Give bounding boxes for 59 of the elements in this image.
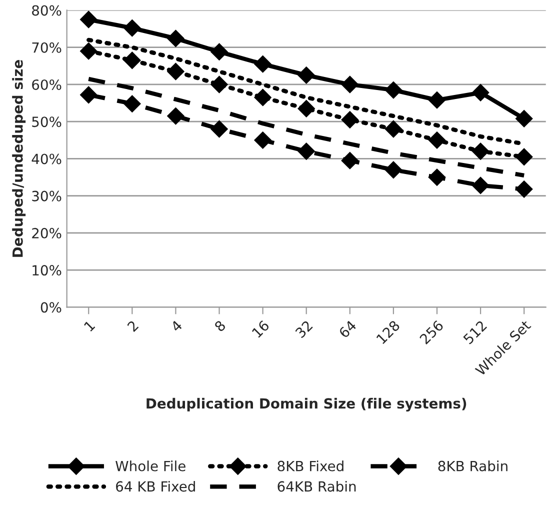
y-tick-label: 50% — [32, 116, 62, 128]
y-axis-title: Deduped/undeduped size — [12, 60, 26, 257]
x-axis-title: Deduplication Domain Size (file systems) — [146, 398, 466, 412]
point — [80, 10, 98, 28]
x-tick-label: 128 — [376, 320, 400, 344]
y-tick-label: 60% — [32, 79, 62, 90]
point — [80, 86, 98, 104]
point — [384, 120, 402, 138]
point — [384, 161, 402, 178]
point — [124, 52, 141, 69]
point — [210, 120, 228, 138]
line-series — [86, 76, 526, 178]
point — [341, 111, 358, 128]
x-tick-label: 1 — [84, 320, 96, 332]
point — [298, 142, 315, 160]
y-tick-label: 40% — [32, 154, 62, 164]
x-tick-label: 64 — [338, 320, 357, 338]
point — [428, 92, 446, 109]
point — [516, 148, 533, 166]
point — [516, 110, 533, 128]
point — [472, 142, 490, 160]
y-tick-label: 80% — [32, 5, 62, 16]
point — [298, 66, 315, 84]
y-tick-label: 70% — [32, 42, 62, 53]
point — [254, 88, 272, 106]
x-tick-label: 16 — [252, 320, 270, 338]
point — [516, 180, 533, 198]
point — [124, 95, 141, 112]
point — [428, 132, 446, 149]
x-tick-label: 512 — [462, 320, 488, 345]
point — [384, 81, 402, 99]
x-tick-label: 2 — [126, 320, 139, 332]
legend-label: 8KB Rabin — [438, 460, 508, 472]
y-tick-label: 20% — [32, 228, 62, 238]
point — [254, 56, 272, 73]
legend-label: 8KB Fixed — [278, 460, 344, 472]
point — [472, 176, 490, 194]
point — [341, 76, 358, 94]
point — [210, 76, 228, 94]
point — [254, 132, 272, 149]
point — [210, 43, 228, 60]
y-tick-label: 10% — [32, 265, 62, 276]
legend-label: 64 KB Fixed — [116, 480, 195, 492]
y-tick-label: 30% — [32, 190, 62, 202]
x-tick-label: 4 — [170, 320, 183, 332]
x-tick-label: 8 — [214, 320, 226, 332]
point — [167, 62, 184, 80]
x-tick-label: 32 — [294, 320, 313, 338]
point — [341, 152, 358, 170]
y-tick-label: 0% — [40, 302, 62, 313]
point — [167, 107, 184, 125]
point — [80, 42, 98, 60]
legend-label: 64KB Rabin — [278, 480, 356, 492]
legend-label: Whole File — [116, 460, 186, 472]
point — [298, 100, 315, 118]
point — [167, 30, 184, 48]
point — [428, 168, 446, 186]
point — [472, 84, 490, 102]
point — [124, 20, 141, 37]
